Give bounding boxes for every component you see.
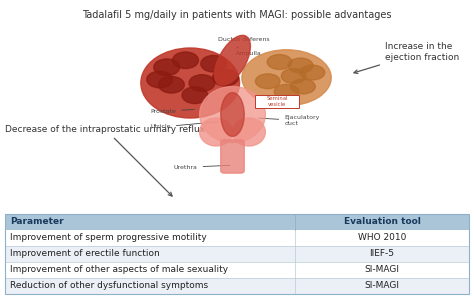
Ellipse shape — [200, 118, 233, 146]
Text: Utricle: Utricle — [150, 122, 218, 130]
Text: IIEF-5: IIEF-5 — [370, 250, 394, 258]
Text: Reduction of other dysfunctional symptoms: Reduction of other dysfunctional symptom… — [10, 282, 208, 291]
Bar — [5, 230, 469, 246]
Bar — [5, 214, 469, 230]
Ellipse shape — [274, 84, 299, 99]
Text: Decrease of the intraprostatic urinary reflux: Decrease of the intraprostatic urinary r… — [5, 125, 205, 196]
Ellipse shape — [300, 65, 325, 80]
Ellipse shape — [154, 59, 180, 76]
Ellipse shape — [173, 52, 199, 69]
Ellipse shape — [288, 58, 313, 73]
Text: Ejaculatory
duct: Ejaculatory duct — [259, 115, 319, 126]
Bar — [5, 262, 469, 278]
Text: Seminal
vesicle: Seminal vesicle — [266, 96, 288, 107]
Text: SI-MAGI: SI-MAGI — [365, 282, 400, 291]
Ellipse shape — [201, 55, 227, 72]
Ellipse shape — [291, 79, 315, 94]
Text: WHO 2010: WHO 2010 — [358, 233, 406, 243]
Ellipse shape — [255, 74, 280, 89]
FancyBboxPatch shape — [255, 95, 300, 108]
Ellipse shape — [212, 69, 238, 86]
Ellipse shape — [215, 35, 250, 85]
Text: Improvement of erectile function: Improvement of erectile function — [10, 250, 160, 258]
Bar — [5, 214, 469, 294]
Ellipse shape — [182, 87, 208, 104]
FancyBboxPatch shape — [221, 140, 244, 173]
Ellipse shape — [189, 75, 215, 91]
Text: Evaluation tool: Evaluation tool — [344, 217, 420, 226]
Text: SI-MAGI: SI-MAGI — [365, 265, 400, 275]
Ellipse shape — [147, 71, 173, 88]
Text: Urethra: Urethra — [174, 165, 230, 170]
Ellipse shape — [221, 93, 244, 136]
Ellipse shape — [233, 118, 265, 146]
Ellipse shape — [242, 50, 331, 106]
Ellipse shape — [281, 69, 306, 83]
Text: Tadalafil 5 mg/daily in patients with MAGI: possible advantages: Tadalafil 5 mg/daily in patients with MA… — [82, 10, 392, 20]
Bar — [5, 246, 469, 262]
Text: Ductus deferens: Ductus deferens — [219, 37, 270, 48]
Text: Improvement of other aspects of male sexuality: Improvement of other aspects of male sex… — [10, 265, 228, 275]
Text: Prostate: Prostate — [150, 109, 194, 114]
Text: Improvement of sperm progressive motility: Improvement of sperm progressive motilit… — [10, 233, 207, 243]
Text: Increase in the
ejection fraction: Increase in the ejection fraction — [354, 42, 459, 74]
Ellipse shape — [141, 48, 239, 118]
Ellipse shape — [158, 76, 184, 93]
Text: Parameter: Parameter — [10, 217, 64, 226]
Bar — [5, 278, 469, 294]
Ellipse shape — [200, 87, 265, 143]
Text: Ampulla: Ampulla — [236, 51, 262, 56]
Ellipse shape — [267, 54, 292, 69]
